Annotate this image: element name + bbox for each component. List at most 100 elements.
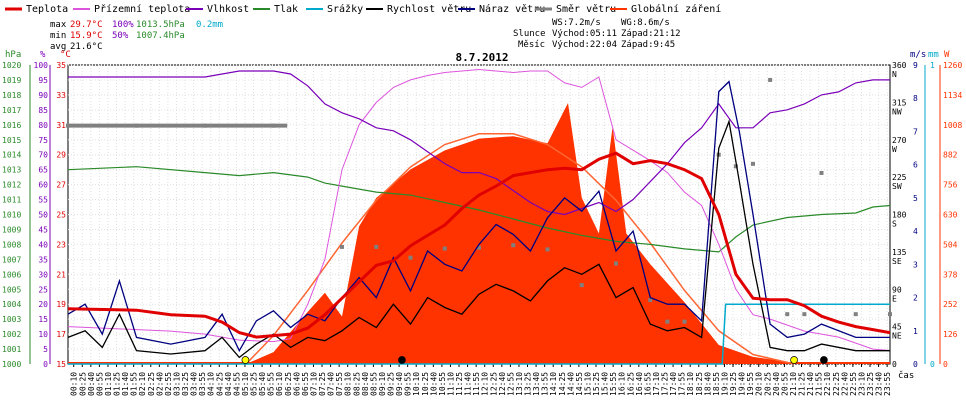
x-tick-label: 04:40 [224, 372, 233, 396]
x-tick-label: 19:25 [729, 372, 738, 396]
tick-degc: 29 [56, 151, 66, 160]
wind-direction-point [733, 164, 738, 169]
x-tick-label: 01:40 [121, 372, 130, 396]
tick-hpa: 1014 [2, 151, 21, 160]
marker-sunrise [241, 356, 250, 364]
marker-moonset [398, 356, 406, 364]
tick-ms: 2 [913, 294, 918, 303]
tick-hpa: 1017 [2, 106, 21, 115]
wind-direction-point [477, 245, 481, 250]
x-tick-label: 14:55 [575, 372, 584, 396]
tick-w: 1134 [943, 91, 962, 100]
unit-headers: hPa % °C m/s mm W čas [5, 50, 950, 381]
x-tick-label: 06:55 [301, 372, 310, 396]
x-tick-label: 09:25 [387, 372, 396, 396]
tick-hpa: 1003 [2, 315, 21, 324]
x-tick-label: 20:55 [780, 372, 789, 396]
tick-pct: 5 [43, 345, 48, 354]
tick-dir: 0 [892, 360, 897, 369]
wind-direction-point [374, 244, 379, 249]
x-tick-label: 17:10 [652, 372, 661, 396]
x-tick-label: 10:10 [412, 372, 421, 396]
tick-dir: 135 [892, 248, 907, 257]
tick-dir-compass: SW [892, 182, 902, 191]
legend: Teplota Přízemní teplota Vlhkost Tlak Sr… [5, 3, 721, 15]
x-tick-label: 16:25 [626, 372, 635, 396]
x-tick-label: 04:25 [215, 372, 224, 396]
x-tick-label: 03:55 [198, 372, 207, 396]
tick-dir-compass: E [892, 294, 897, 303]
x-tick-label: 22:25 [832, 372, 841, 396]
tick-hpa: 1002 [2, 330, 21, 339]
tick-w: 1260 [943, 61, 962, 70]
tick-w: 504 [943, 240, 958, 249]
wind-direction-point [888, 312, 892, 317]
tick-hpa: 1006 [2, 270, 21, 279]
x-tick-label: 04:55 [232, 372, 241, 396]
stats-max-label: max [50, 20, 67, 30]
unit-ms: m/s [910, 50, 926, 60]
stats-min-hum: 50% [112, 31, 129, 41]
tick-dir-compass: N [892, 70, 897, 79]
x-tick-label: 19:40 [738, 372, 747, 396]
tick-pct: 65 [38, 166, 48, 175]
tick-degc: 21 [56, 270, 66, 279]
x-tick-label: 16:10 [618, 372, 627, 396]
tick-pct: 95 [38, 76, 48, 85]
x-tick-label: 03:10 [172, 372, 181, 396]
legend-rychlost: Rychlost větru [387, 3, 471, 15]
x-tick-label: 13:10 [515, 372, 524, 396]
x-tick-label: 00:40 [87, 372, 96, 396]
tick-hpa: 1015 [2, 136, 21, 145]
unit-hpa: hPa [5, 50, 21, 60]
x-tick-label: 17:40 [669, 372, 678, 396]
astro-moon-rise: Východ:22:04 [552, 40, 617, 50]
tick-ms: 1 [913, 327, 918, 336]
stats-max-hum: 100% [112, 20, 134, 30]
x-tick-label: 12:25 [489, 372, 498, 396]
tick-dir: 180 [892, 211, 907, 220]
tick-dir: 90 [892, 285, 902, 294]
wind-direction-point [819, 170, 824, 175]
stats-avg-label: avg [50, 42, 66, 52]
x-tick-label: 21:55 [815, 372, 824, 396]
legend-tlak: Tlak [274, 4, 298, 15]
series-wind [67, 119, 890, 359]
x-tick-label: 03:25 [181, 372, 190, 396]
stats-min-press: 1007.4hPa [136, 31, 185, 41]
tick-hpa: 1011 [2, 196, 21, 205]
stats-min-label: min [50, 31, 66, 41]
x-tick-label: 07:40 [327, 372, 336, 396]
tick-ms: 9 [913, 61, 918, 70]
tick-hpa: 1019 [2, 76, 21, 85]
x-tick-label: 03:40 [190, 372, 199, 396]
wind-direction-point [768, 77, 773, 82]
x-tick-label: 23:55 [883, 372, 892, 396]
x-tick-label: 08:55 [369, 372, 378, 396]
x-tick-label: 07:25 [318, 372, 327, 396]
x-tick-label: 19:55 [746, 372, 755, 396]
stats-max-temp: 29.7°C [70, 20, 103, 30]
marker-moonrise [820, 356, 828, 364]
chart-title: 8.7.2012 [456, 51, 509, 64]
x-tick-label: 10:25 [421, 372, 430, 396]
tick-ms: 5 [913, 194, 918, 203]
x-tick-label: 21:25 [798, 372, 807, 396]
tick-pct: 55 [38, 196, 48, 205]
legend-teplota: Teplota [26, 4, 68, 15]
tick-pct: 30 [38, 270, 48, 279]
tick-ms: 6 [913, 161, 918, 170]
wind-direction-point [648, 298, 653, 303]
stats-min-temp: 15.9°C [70, 31, 103, 41]
x-tick-label: 00:10 [70, 372, 79, 396]
x-tick-label: 23:10 [857, 372, 866, 396]
x-tick-label: 14:25 [558, 372, 567, 396]
tick-pct: 45 [38, 225, 48, 234]
x-tick-label: 01:10 [104, 372, 113, 396]
x-tick-label: 12:40 [498, 372, 507, 396]
tick-w: 252 [943, 300, 958, 309]
wind-direction-point [442, 246, 447, 251]
x-tick-label: 11:55 [472, 372, 481, 396]
tick-pct: 60 [38, 181, 48, 190]
